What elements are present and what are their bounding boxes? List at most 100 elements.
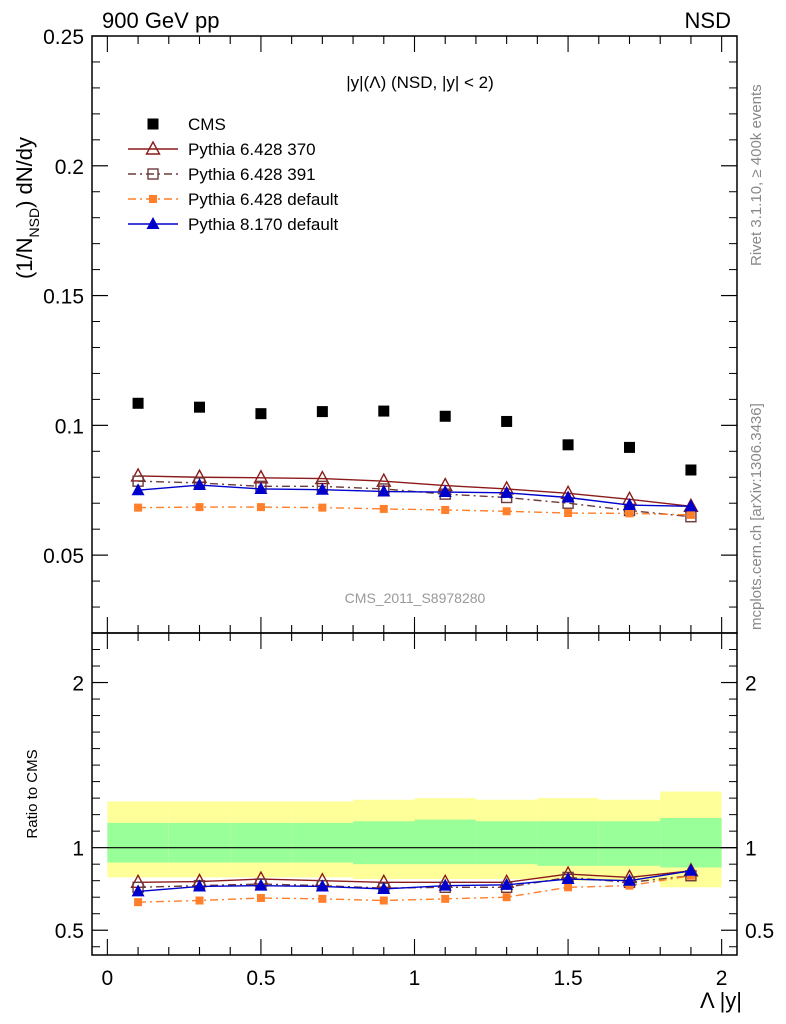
ratio-xtick-label: 1.5 — [553, 967, 582, 990]
legend-label-p370: Pythia 6.428 370 — [188, 140, 316, 159]
ratio-point-p8def — [377, 881, 391, 894]
main-point-p6def — [256, 503, 265, 512]
main-point-cms — [316, 406, 328, 418]
ratio-point-p6def — [318, 894, 327, 903]
main-y-axis-label: (1/NNSD) dN/dy — [12, 137, 42, 279]
main-y-axis-label-sub: NSD — [26, 208, 42, 238]
main-point-cms — [132, 397, 144, 409]
main-ytick-label: 0.15 — [43, 286, 84, 309]
rivet-label: Rivet 3.1.10, ≥ 400k events — [748, 84, 765, 266]
main-point-p6def — [134, 503, 143, 512]
ratio-point-p6def — [134, 898, 143, 907]
legend-marker-p370 — [145, 140, 161, 155]
main-point-cms — [501, 415, 513, 427]
watermark: CMS_2011_S8978280 — [345, 590, 486, 606]
main-point-cms — [378, 405, 390, 417]
ratio-point-p6def — [256, 894, 265, 903]
main-point-p6def — [318, 503, 327, 512]
main-point-p8def — [193, 478, 206, 491]
band-inner-bin — [230, 822, 292, 863]
band-inner-bin — [291, 822, 354, 863]
legend: CMS Pythia 6.428 370 Pythia 6.428 391 Pythi… — [128, 115, 339, 234]
main-point-p8def — [500, 485, 514, 498]
ratio-ytick-label-right: 0.5 — [745, 920, 774, 943]
main-point-cms — [255, 408, 267, 420]
main-line-p6def — [138, 506, 691, 516]
main-y-axis-label-part1: (1/N — [12, 237, 37, 279]
main-point-cms — [562, 439, 574, 451]
ratio-ticks: 0.5 0.5 1 1 2 2 0 0.5 1 1.5 2 — [55, 632, 774, 990]
main-ytick-label: 0.1 — [55, 415, 84, 438]
main-point-p8def — [315, 482, 329, 495]
ratio-ytick-label-right: 2 — [745, 673, 757, 696]
ratio-ytick-label: 0.5 — [55, 920, 84, 943]
band-inner-bin — [598, 821, 661, 866]
band-inner-bin — [414, 819, 476, 865]
ratio-line-p8def — [138, 870, 692, 893]
header-left: 900 GeV pp — [102, 8, 219, 33]
main-point-p8def — [623, 498, 636, 511]
main-title: |y|(Λ) (NSD, |y| < 2) — [346, 73, 494, 92]
ratio-point-p8def — [438, 878, 452, 891]
legend-marker-p391 — [147, 168, 159, 180]
ratio-point-p8def — [561, 872, 575, 885]
ratio-y-axis-label: Ratio to CMS — [24, 749, 41, 838]
ratio-series — [130, 862, 699, 907]
main-point-p6def — [195, 503, 204, 512]
ratio-point-p8def — [254, 878, 268, 891]
ratio-xtick-label: 0 — [102, 967, 114, 990]
ratio-point-p8def — [315, 879, 329, 892]
main-panel: 0.05 0.1 0.15 0.2 0.25 |y|(Λ) (NSD, |y| < 2)… — [12, 26, 738, 634]
legend-label-p391: Pythia 6.428 391 — [188, 165, 316, 184]
ratio-xtick-label: 1 — [409, 967, 421, 990]
main-point-p6def — [686, 510, 695, 519]
main-ytick-label: 0.2 — [55, 156, 84, 179]
ratio-point-p6def — [502, 893, 511, 902]
ratio-point-p8def — [193, 879, 206, 892]
band-inner-bin — [353, 821, 415, 865]
main-point-p6def — [564, 509, 573, 518]
legend-label-cms: CMS — [188, 115, 226, 134]
main-y-axis-label-part2: ) dN/dy — [12, 137, 37, 208]
legend-marker-p8def — [146, 217, 160, 229]
legend-label-p8def: Pythia 8.170 default — [188, 215, 339, 234]
x-axis-label: Λ |y| — [700, 988, 742, 1013]
ratio-point-p6def — [441, 894, 450, 903]
mcplots-label: mcplots.cern.ch [arXiv:1306.3436] — [748, 403, 765, 630]
main-point-p6def — [379, 504, 388, 513]
ratio-bands — [107, 791, 737, 888]
main-ytick-label: 0.05 — [43, 545, 84, 568]
legend-marker-cms — [147, 118, 159, 130]
band-inner-bin — [660, 817, 722, 868]
main-point-p8def — [131, 483, 145, 496]
main-point-p6def — [625, 509, 634, 518]
ratio-xtick-label: 0.5 — [246, 967, 275, 990]
ratio-point-p8def — [684, 863, 698, 876]
main-point-p8def — [561, 490, 575, 503]
main-point-p8def — [377, 484, 391, 497]
band-inner-bin — [537, 821, 599, 866]
ratio-xtick-label: 2 — [716, 967, 728, 990]
ratio-ytick-label: 1 — [72, 838, 84, 861]
main-ticks: 0.05 0.1 0.15 0.2 0.25 — [43, 26, 737, 634]
main-point-cms — [624, 441, 635, 453]
main-point-p6def — [502, 507, 511, 516]
main-point-p8def — [438, 485, 452, 498]
ratio-point-p8def — [500, 877, 514, 890]
band-inner-bin — [475, 821, 538, 865]
main-point-p6def — [441, 505, 450, 514]
ratio-ytick-label-right: 1 — [745, 838, 757, 861]
legend-marker-p6def — [149, 195, 157, 203]
main-point-p8def — [684, 499, 698, 512]
band-inner-bin — [107, 822, 169, 863]
ratio-panel: 0.5 0.5 1 1 2 2 0 0.5 1 1.5 2 Ratio to CMS Λ |y| — [24, 632, 774, 1013]
main-point-cms — [439, 410, 451, 422]
ratio-point-p6def — [195, 896, 204, 905]
ratio-point-p6def — [564, 883, 573, 892]
ratio-line-p6def — [138, 875, 692, 903]
ratio-frame — [91, 632, 738, 956]
ratio-line-p370 — [138, 870, 692, 884]
header-right: NSD — [685, 8, 731, 33]
main-series — [130, 397, 699, 523]
